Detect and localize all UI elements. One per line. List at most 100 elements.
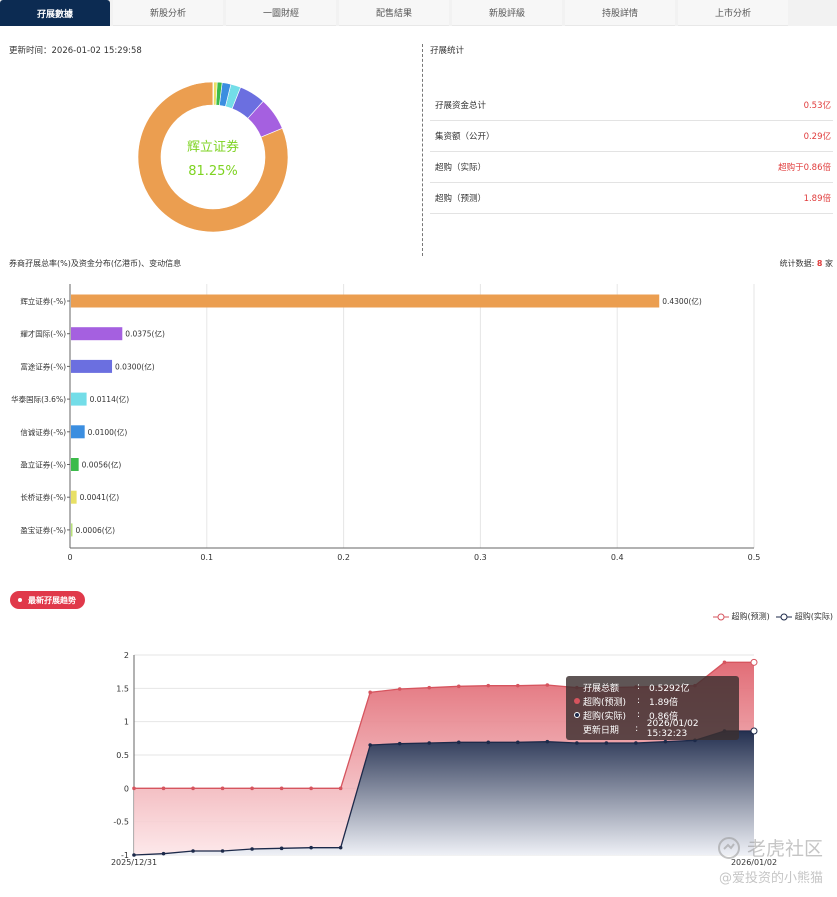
trend-point [279,786,284,791]
trend-point [634,741,638,745]
bar-value-label: 0.4300(亿) [662,296,702,306]
stat-row-oversub-forecast: 超购（预测） 1.89倍 [430,183,833,214]
tab-bar: 孖展數據 新股分析 一圖財經 配售結果 新股評級 持股詳情 上市分析 [0,0,837,26]
legend-forecast-label: 超购(预测) [731,612,770,621]
pill-dot-icon [18,598,22,602]
trend-area-1 [134,731,754,855]
trend-pill[interactable]: 最新孖展趋势 [10,591,85,609]
legend-actual-icon [775,613,792,620]
update-time: 更新时间：2026-01-02 15:29:58 [9,46,142,56]
tab-holding-details[interactable]: 持股詳情 [565,0,675,26]
trend-point [486,740,491,745]
tooltip-key: 超购(预测) [583,697,627,708]
tooltip-dot [574,684,580,690]
trend-point [250,847,254,851]
watermark-brand: 老虎社区 [717,834,823,861]
legend-actual-label: 超购(实际) [794,612,833,621]
trend-point [191,849,195,853]
broker-count-value: 8 [816,259,823,268]
stat-row-oversub-actual: 超购（实际） 超购于0.86倍 [430,152,833,183]
bar-value-label: 0.0375(亿) [125,329,165,339]
trend-point [338,786,343,791]
stat-value: 0.29亿 [803,132,831,142]
tooltip-dot [574,726,580,732]
tiger-logo-icon [717,836,740,859]
tab-listing-analysis[interactable]: 上市分析 [678,0,788,26]
tooltip-separator: : [637,682,641,692]
trend-ytick-label: 1.5 [116,684,129,693]
tab-allotment-results[interactable]: 配售結果 [339,0,449,26]
trend-point [338,845,343,850]
bar-value-label: 0.0041(亿) [80,492,120,502]
trend-area-chart: -1 -0.5 0 0.5 1 1.5 2 2025/12/31 2026/01/02 [111,651,777,867]
stat-value: 1.89倍 [803,194,831,204]
bar-value-label: 0.0300(亿) [115,361,155,371]
broker-donut-chart: 辉立证券 81.25% [132,76,294,238]
tooltip-row: 超购(实际):0.86倍 [574,708,739,722]
trend-ytick-label: 0 [124,784,129,793]
legend-item-actual[interactable]: 超购(实际) [775,611,833,622]
tab-ipo-rating[interactable]: 新股評級 [452,0,562,26]
trend-ytick-label: 0.5 [116,751,129,760]
tooltip-row: 超购(预测):1.89倍 [574,694,739,708]
trend-point [397,741,402,746]
bar-value-label: 0.0006(亿) [76,525,116,535]
donut-slice [137,81,289,233]
tooltip-value: 0.5292亿 [649,683,690,694]
tooltip-separator: : [637,696,641,706]
bar-xtick-label: 0.1 [200,553,213,562]
tab-margin-data[interactable]: 孖展數據 [0,0,110,26]
trend-point [220,849,225,853]
trend-pill-label: 最新孖展趋势 [28,595,76,605]
trend-ytick-label: -0.5 [113,818,129,827]
bar-category-label: 辉立证券(-%) [20,296,66,306]
bar-category-label: 耀才国际(-%) [20,329,66,339]
tooltip-key: 超购(实际) [583,711,627,722]
tooltip-separator: : [637,710,641,720]
trend-point [132,853,136,857]
watermark: 老虎社区 @爱投资的小熊猫 [717,834,823,886]
bar-6 [71,490,77,504]
bar-category-label: 华泰国际(3.6%) [11,394,66,404]
stat-label: 孖展资金总计 [435,101,487,111]
broker-bar-chart: 0 0.1 0.2 0.3 0.4 0.5 辉立证券(-%) 0.4300(亿) 耀才国际(-%… [11,284,760,562]
tooltip-dot-forecast [574,698,580,704]
trend-ytick-label: 1 [124,718,129,727]
trend-point [722,660,727,665]
trend-point [368,743,372,747]
bar-value-label: 0.0114(亿) [90,394,130,404]
tab-finance-chart[interactable]: 一圖財經 [226,0,336,26]
donut-center-name: 辉立证券 [186,139,239,155]
tooltip-value: 0.86倍 [649,711,679,722]
bar-xtick-label: 0 [67,553,72,562]
bar-category-label: 信诚证券(-%) [20,427,66,437]
bar-0 [71,294,660,308]
trend-point [397,687,402,691]
watermark-line1: 老虎社区 [746,838,823,860]
tooltip-value: 1.89倍 [649,697,679,708]
trend-point [545,683,550,687]
watermark-line2: @爱投资的小熊猫 [718,871,823,886]
broker-count-label: 统计数据: [779,259,817,268]
stat-value: 0.53亿 [803,101,831,111]
bar-value-label: 0.0056(亿) [82,460,122,470]
trend-point [516,683,520,688]
trend-xlabel-end: 2026/01/02 [731,858,777,867]
bar-category-label: 盈宝证券(-%) [20,525,66,535]
tooltip-row: 孖展总额:0.5292亿 [574,680,739,694]
tooltip-row: 更新日期:2026/01/02 15:32:23 [574,719,739,739]
bar-category-label: 富途证券(-%) [20,361,66,371]
trend-point [604,741,609,745]
trend-xlabel-start: 2025/12/31 [111,858,157,867]
trend-point [220,786,225,791]
bar-1 [71,327,123,341]
trend-point [309,845,313,850]
trend-point [750,727,758,735]
trend-point [575,741,579,745]
legend-item-forecast[interactable]: 超购(预测) [712,611,770,622]
bar-4 [71,425,85,439]
trend-legend: 超购(预测) 超购(实际) [707,611,833,622]
tab-ipo-analysis[interactable]: 新股分析 [113,0,223,26]
donut-slice [212,81,214,106]
trend-point [427,685,432,690]
